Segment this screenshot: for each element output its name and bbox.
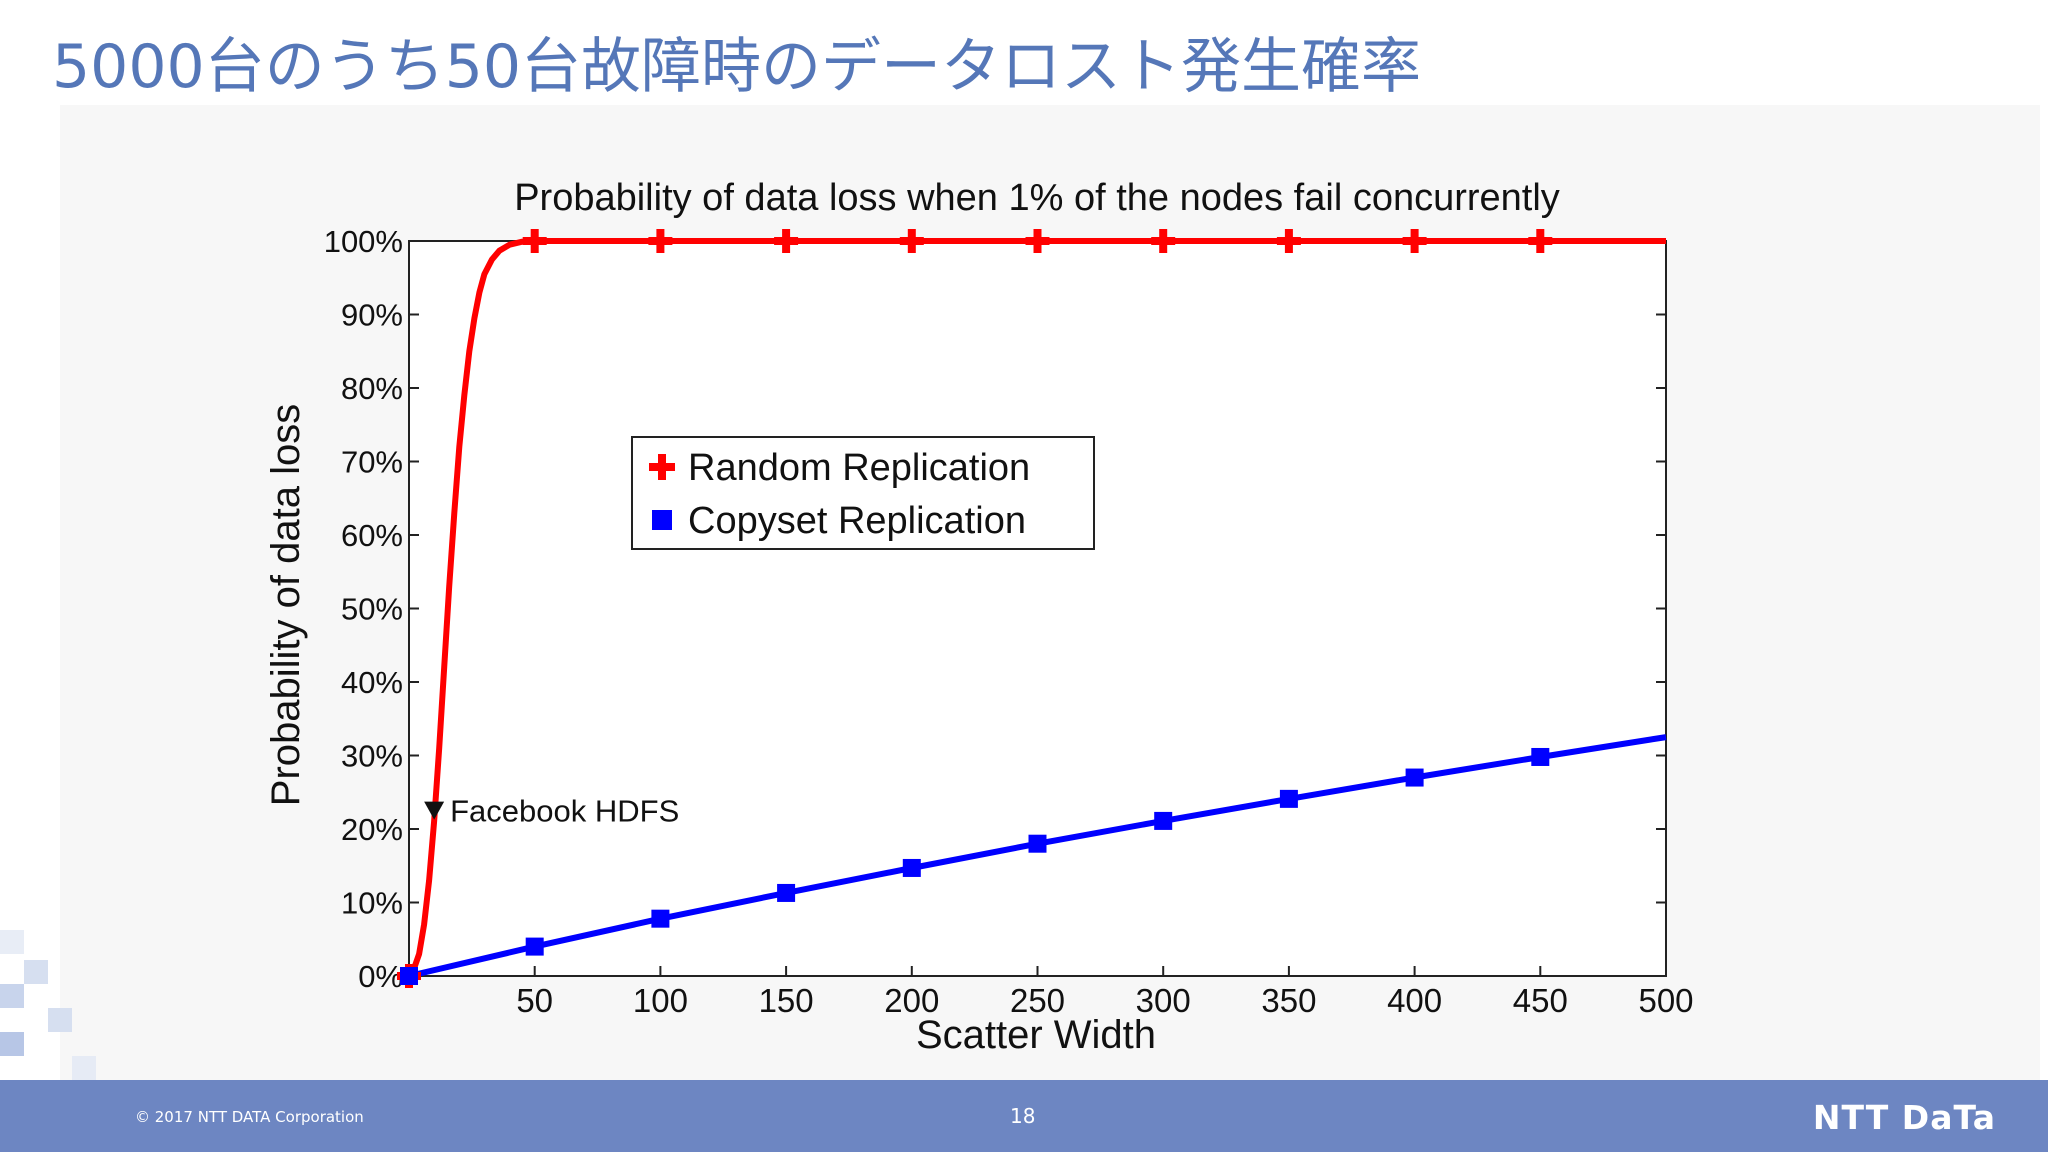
random-replication-marker — [1402, 229, 1427, 253]
y-tick-label: 70% — [341, 445, 403, 480]
legend-label: Copyset Replication — [688, 500, 1026, 542]
footer-bar: © 2017 NTT DATA Corporation 18 NTT DaTa — [0, 1080, 2048, 1152]
random-replication-marker — [1276, 229, 1301, 253]
series-line-random-replication — [406, 238, 1666, 978]
random-replication-marker — [899, 229, 924, 253]
copyset-replication-marker — [651, 909, 670, 928]
copyset-replication-marker — [777, 883, 796, 902]
x-tick-label: 150 — [759, 982, 814, 1019]
slide-title: 5000台のうち50台故障時のデータロスト発生確率 — [52, 32, 1422, 102]
random-replication-marker — [648, 229, 673, 253]
x-tick-label: 400 — [1387, 982, 1442, 1019]
copyset-replication-marker — [1028, 834, 1047, 853]
y-tick-label: 10% — [341, 886, 403, 921]
copyset-replication-marker — [902, 858, 921, 877]
legend-swatch-copyset-replication — [652, 510, 672, 530]
copyright-text: © 2017 NTT DATA Corporation — [135, 1108, 364, 1126]
y-tick-label: 20% — [341, 812, 403, 847]
random-replication-marker — [522, 229, 547, 253]
x-tick-label: 100 — [633, 982, 688, 1019]
copyset-replication-marker — [1154, 811, 1173, 830]
legend: Random Replication Copyset Replication — [631, 436, 1095, 550]
x-axis-label: Scatter Width — [916, 1013, 1156, 1057]
random-replication-marker — [1528, 229, 1553, 253]
y-tick-label: 60% — [341, 518, 403, 553]
random-replication-marker — [774, 229, 799, 253]
x-tick-label: 350 — [1261, 982, 1316, 1019]
copyset-replication-marker — [525, 937, 544, 956]
brand-logo: NTT DaTa — [1812, 1098, 1996, 1137]
plot-frame — [408, 240, 1667, 977]
legend-swatch-random-replication — [649, 454, 675, 480]
random-replication-marker — [1025, 229, 1050, 253]
legend-box — [631, 436, 1095, 550]
axis-ticks: 50 100 150 200 250 300 350 400 450 500 0% 10% 20% 30%… — [324, 224, 1694, 1019]
copyset-replication-marker — [400, 967, 418, 985]
annotation-label: Facebook HDFS — [450, 794, 679, 829]
y-tick-label: 0% — [358, 959, 403, 994]
copyset-replication-marker — [1279, 789, 1298, 808]
y-tick-label: 40% — [341, 665, 403, 700]
y-tick-label: 50% — [341, 592, 403, 627]
x-tick-label: 300 — [1136, 982, 1191, 1019]
annotation-layer: Facebook HDFS — [424, 794, 679, 829]
x-tick-label: 200 — [884, 982, 939, 1019]
page-number: 18 — [1010, 1104, 1036, 1128]
series-layer — [397, 229, 1667, 988]
y-tick-label: 90% — [341, 298, 403, 333]
x-tick-label: 50 — [516, 982, 553, 1019]
x-tick-label: 250 — [1010, 982, 1065, 1019]
copyset-replication-marker — [1531, 747, 1550, 766]
y-tick-label: 80% — [341, 371, 403, 406]
y-axis-label: Probability of data loss — [264, 404, 308, 806]
chart-title: Probability of data loss when 1% of the … — [514, 177, 1560, 219]
y-tick-label: 100% — [324, 224, 403, 259]
x-tick-label: 500 — [1638, 982, 1693, 1019]
plot-area — [408, 240, 1667, 977]
legend-label: Random Replication — [688, 447, 1030, 489]
annotation-marker — [424, 801, 445, 820]
copyset-replication-marker — [1405, 768, 1424, 787]
x-tick-label: 450 — [1513, 982, 1568, 1019]
random-replication-marker — [1151, 229, 1176, 253]
y-tick-label: 30% — [341, 739, 403, 774]
